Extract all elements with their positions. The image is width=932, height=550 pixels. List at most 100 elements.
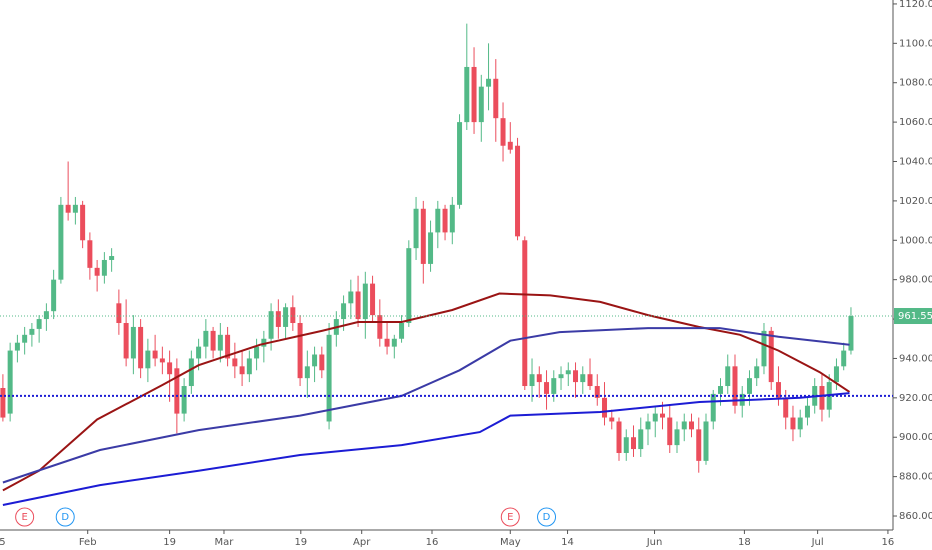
candle-body [746, 378, 752, 394]
candle-body [594, 386, 600, 398]
candle-body [312, 354, 318, 367]
x-tick-label: 18 [738, 537, 751, 548]
candle-body [94, 267, 100, 276]
y-tick-label: 900.00 [899, 432, 932, 443]
x-tick-label: 16 [882, 537, 895, 548]
candle-body [420, 208, 426, 264]
candle-body [246, 358, 252, 375]
x-tick-label: May [500, 537, 521, 548]
candle-body [290, 307, 296, 324]
x-tick-label: 19 [294, 537, 307, 548]
candle-body [101, 259, 107, 276]
candle-body [580, 374, 586, 383]
candle-body [754, 366, 760, 379]
candle-body [631, 437, 637, 450]
candle-body [616, 421, 622, 453]
candle-body [768, 330, 774, 383]
x-tick-label: Apr [353, 537, 371, 548]
candle-body [116, 303, 122, 324]
candle-body [109, 256, 115, 260]
candle-body [261, 338, 267, 347]
candle-body [486, 78, 492, 87]
candle-body [225, 334, 231, 359]
x-tick-label: Mar [215, 537, 235, 548]
candle-body [29, 328, 35, 335]
candle-body [210, 330, 216, 351]
candle-body [500, 118, 506, 146]
event-marker [55, 507, 75, 527]
last-price-label: 961.55 [898, 311, 932, 322]
x-tick-label: 15 [0, 537, 6, 548]
y-tick-label: 1000.00 [899, 235, 932, 246]
candle-body [377, 315, 383, 339]
candle-body [732, 366, 738, 406]
x-tick-label: 19 [163, 537, 176, 548]
moving-average [2, 292, 851, 492]
candle-body [717, 386, 723, 394]
candle-body [0, 387, 6, 418]
candle-body [232, 358, 238, 367]
x-tick-label: Feb [79, 537, 97, 548]
x-tick-label: Jun [646, 537, 663, 548]
candle-body [275, 311, 281, 327]
candle-body [457, 122, 463, 205]
y-tick-label: 980.00 [899, 275, 932, 286]
candle-body [703, 421, 709, 461]
candle-body [652, 413, 658, 422]
candle-body [602, 397, 608, 418]
candle-body [167, 362, 173, 375]
candle-body [507, 141, 513, 150]
candle-body [623, 437, 629, 453]
candle-body [428, 232, 434, 264]
event-label: E [21, 512, 27, 523]
candle-body [645, 421, 651, 430]
candle-body [51, 279, 57, 312]
candle-body [399, 323, 405, 339]
candle-body [674, 429, 680, 446]
candle-body [478, 86, 484, 123]
candle-body [297, 323, 303, 379]
candle-body [848, 316, 854, 351]
candle-body [362, 283, 368, 320]
candle-body [355, 291, 361, 320]
candle-body [515, 145, 521, 237]
candle-body [544, 382, 550, 394]
candle-body [326, 334, 332, 422]
candle-body [304, 366, 310, 379]
candle-body [797, 417, 803, 430]
event-label: D [543, 512, 551, 523]
candle-body [688, 421, 694, 430]
candle-body [449, 204, 455, 233]
candle-body [435, 208, 441, 233]
candle-body [72, 204, 78, 213]
candle-body [558, 374, 564, 379]
y-tick-label: 1100.00 [899, 38, 932, 49]
candle-body [14, 342, 20, 351]
candle-body [58, 204, 64, 280]
candle-body [819, 386, 825, 410]
candle-body [573, 370, 579, 383]
y-tick-label: 1120.00 [899, 0, 932, 10]
candle-body [65, 204, 71, 213]
candle-body [239, 366, 245, 375]
candle-body [565, 370, 571, 375]
y-tick-label: 940.00 [899, 353, 932, 364]
candle-body [775, 382, 781, 398]
candle-body [406, 248, 412, 324]
candle-body [36, 319, 42, 329]
candle-body [710, 393, 716, 422]
event-label: E [507, 512, 513, 523]
candle-body [370, 283, 376, 316]
y-tick-label: 1060.00 [899, 117, 932, 128]
candle-body [464, 66, 470, 123]
candle-body [522, 240, 528, 387]
candle-body [138, 326, 144, 369]
candle-body [696, 429, 702, 461]
moving-average [2, 327, 850, 484]
candle-body [667, 417, 673, 446]
candle-body [804, 405, 810, 418]
candle-body [341, 303, 347, 320]
candle-body [43, 311, 49, 320]
candle-body [638, 429, 644, 450]
